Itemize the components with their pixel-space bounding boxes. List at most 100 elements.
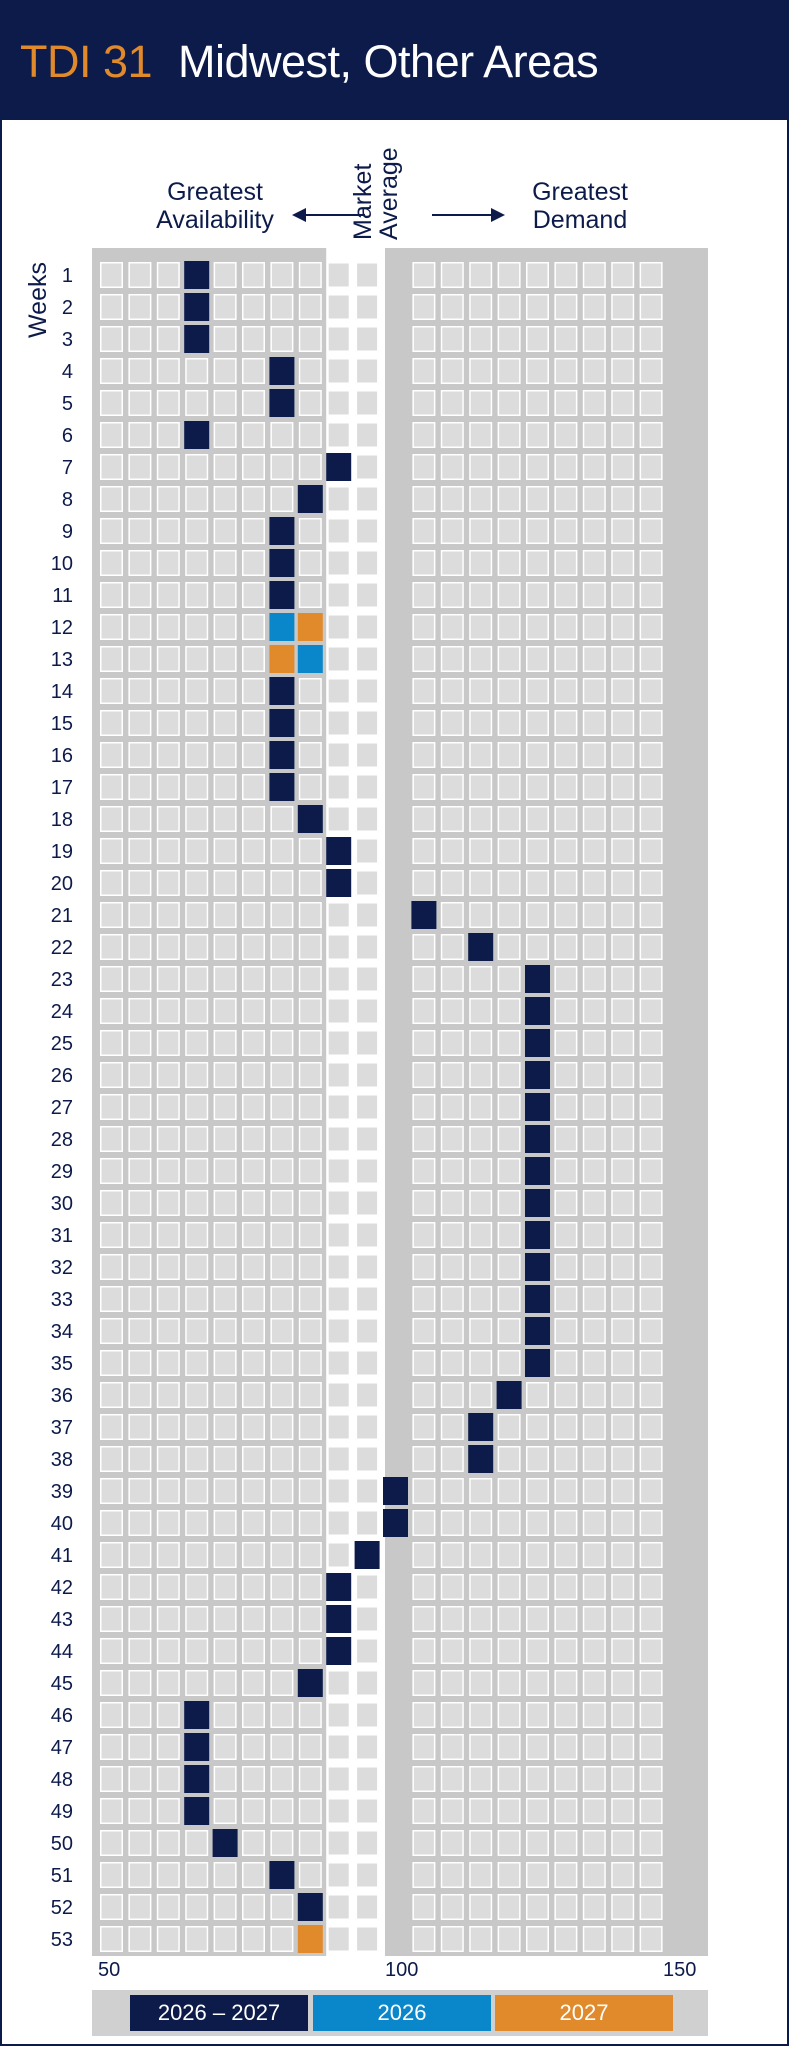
data-marker bbox=[525, 997, 550, 1025]
grid-cell-fill bbox=[555, 1191, 576, 1215]
grid-cell-fill bbox=[129, 1799, 150, 1823]
grid-cell-fill bbox=[158, 775, 179, 799]
grid-cell-fill bbox=[357, 1575, 378, 1599]
grid-cell-fill bbox=[129, 1319, 150, 1343]
grid-cell-fill bbox=[357, 1351, 378, 1375]
week-label: 9 bbox=[62, 521, 73, 543]
grid-cell-fill bbox=[612, 327, 633, 351]
grid-cell-fill bbox=[215, 519, 236, 543]
grid-cell-fill bbox=[584, 1927, 605, 1951]
grid-cell-fill bbox=[584, 391, 605, 415]
grid-cell-fill bbox=[243, 1095, 264, 1119]
grid-cell-fill bbox=[499, 999, 520, 1023]
grid-cell-fill bbox=[158, 1031, 179, 1055]
grid-cell-fill bbox=[612, 1255, 633, 1279]
grid-cell-fill bbox=[271, 327, 292, 351]
grid-cell-fill bbox=[612, 647, 633, 671]
grid-cell-fill bbox=[612, 551, 633, 575]
grid-cell-fill bbox=[328, 327, 349, 351]
grid-cell-fill bbox=[470, 1351, 491, 1375]
grid-cell-fill bbox=[442, 455, 463, 479]
grid-cell-fill bbox=[584, 1383, 605, 1407]
grid-cell-fill bbox=[357, 487, 378, 511]
title-bar: TDI 31 Midwest, Other Areas bbox=[0, 0, 789, 120]
grid-cell-fill bbox=[215, 1383, 236, 1407]
grid-cell-fill bbox=[300, 1223, 321, 1247]
grid-cell-fill bbox=[413, 487, 434, 511]
week-label: 29 bbox=[51, 1161, 73, 1183]
grid-cell-fill bbox=[442, 519, 463, 543]
grid-cell-fill bbox=[186, 359, 207, 383]
grid-cell-fill bbox=[641, 935, 662, 959]
grid-cell-fill bbox=[499, 1543, 520, 1567]
grid-cell-fill bbox=[641, 391, 662, 415]
grid-cell-fill bbox=[357, 1895, 378, 1919]
data-marker bbox=[525, 1349, 550, 1377]
grid-cell-fill bbox=[129, 487, 150, 511]
grid-cell-fill bbox=[612, 1447, 633, 1471]
grid-cell-fill bbox=[499, 487, 520, 511]
grid-cell-fill bbox=[612, 295, 633, 319]
grid-cell-fill bbox=[527, 1735, 548, 1759]
grid-cell-fill bbox=[612, 999, 633, 1023]
grid-cell-fill bbox=[186, 1095, 207, 1119]
grid-cell-fill bbox=[129, 807, 150, 831]
grid-cell-fill bbox=[158, 1127, 179, 1151]
grid-cell-fill bbox=[584, 935, 605, 959]
week-label: 8 bbox=[62, 489, 73, 511]
grid-cell-fill bbox=[328, 1671, 349, 1695]
grid-cell-fill bbox=[527, 1607, 548, 1631]
grid-cell-fill bbox=[158, 1831, 179, 1855]
grid-cell-fill bbox=[101, 1671, 122, 1695]
week-label: 37 bbox=[51, 1417, 73, 1439]
grid-cell-fill bbox=[129, 711, 150, 735]
grid-cell-fill bbox=[442, 391, 463, 415]
grid-cell-fill bbox=[328, 1895, 349, 1919]
grid-cell-fill bbox=[499, 1511, 520, 1535]
grid-cell-fill bbox=[555, 1831, 576, 1855]
grid-cell-fill bbox=[186, 1447, 207, 1471]
grid-cell-fill bbox=[555, 1127, 576, 1151]
grid-cell-fill bbox=[101, 551, 122, 575]
grid-cell-fill bbox=[584, 423, 605, 447]
grid-cell-fill bbox=[584, 327, 605, 351]
data-marker bbox=[354, 1541, 380, 1569]
grid-cell-fill bbox=[527, 871, 548, 895]
data-marker bbox=[525, 1125, 550, 1153]
grid-cell-fill bbox=[101, 1863, 122, 1887]
data-marker bbox=[468, 1413, 494, 1441]
grid-cell-fill bbox=[101, 359, 122, 383]
grid-cell-fill bbox=[129, 551, 150, 575]
grid-cell-fill bbox=[584, 1703, 605, 1727]
grid-cell-fill bbox=[641, 1223, 662, 1247]
grid-cell-fill bbox=[357, 1127, 378, 1151]
grid-cell-fill bbox=[101, 1543, 122, 1567]
grid-cell-fill bbox=[158, 647, 179, 671]
grid-cell-fill bbox=[215, 1671, 236, 1695]
grid-cell-fill bbox=[328, 1191, 349, 1215]
grid-cell-fill bbox=[527, 487, 548, 511]
grid-cell-fill bbox=[555, 1095, 576, 1119]
grid-cell-fill bbox=[328, 295, 349, 319]
grid-cell-fill bbox=[158, 583, 179, 607]
grid-cell-fill bbox=[158, 1607, 179, 1631]
grid-cell-fill bbox=[271, 1351, 292, 1375]
grid-cell-fill bbox=[129, 1703, 150, 1727]
grid-cell-fill bbox=[243, 359, 264, 383]
grid-cell-fill bbox=[271, 1767, 292, 1791]
grid-cell-fill bbox=[186, 1287, 207, 1311]
grid-cell-fill bbox=[215, 775, 236, 799]
grid-cell-fill bbox=[271, 1831, 292, 1855]
data-marker bbox=[525, 1253, 550, 1281]
grid-cell-fill bbox=[101, 1927, 122, 1951]
data-marker bbox=[297, 1925, 323, 1953]
grid-cell-fill bbox=[129, 1191, 150, 1215]
grid-cell-fill bbox=[101, 391, 122, 415]
left-arrow-icon bbox=[292, 208, 306, 222]
grid-cell-fill bbox=[612, 1767, 633, 1791]
grid-cell-fill bbox=[101, 1287, 122, 1311]
data-marker bbox=[269, 1861, 295, 1889]
grid-cell-fill bbox=[243, 1671, 264, 1695]
grid-cell-fill bbox=[215, 295, 236, 319]
grid-cell-fill bbox=[442, 327, 463, 351]
